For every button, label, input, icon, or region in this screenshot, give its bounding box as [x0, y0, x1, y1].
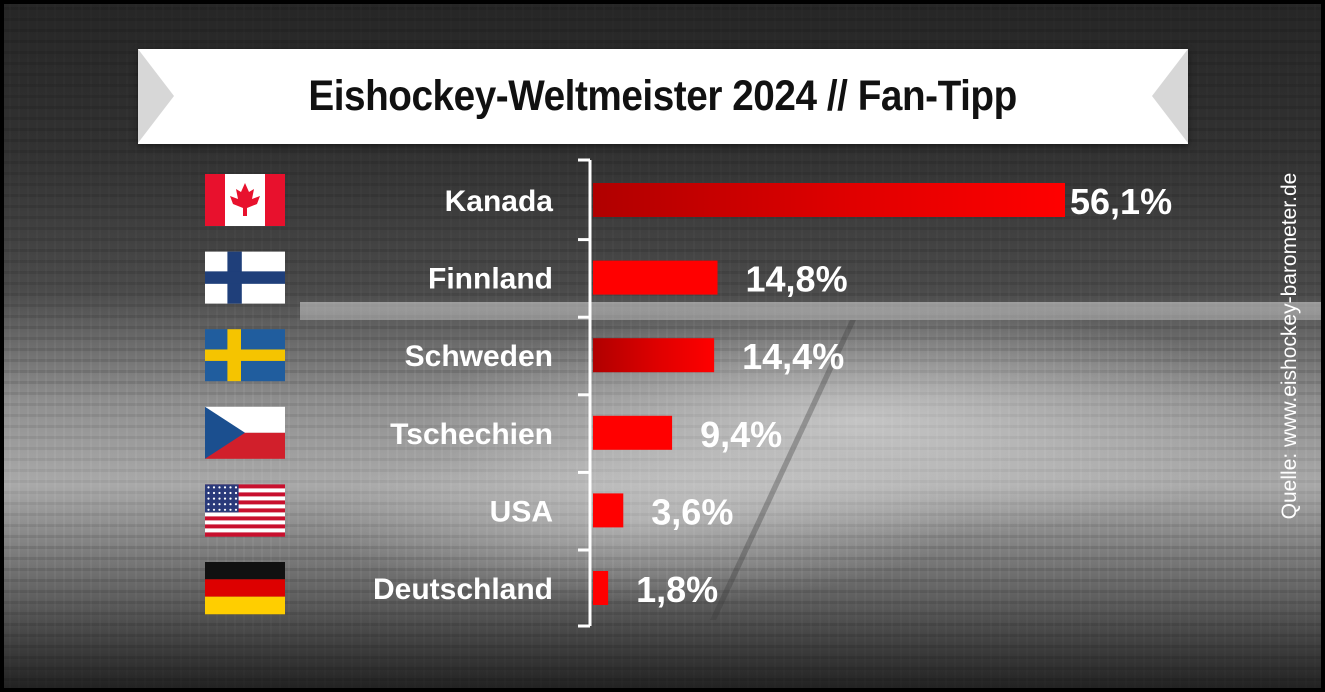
value-label: 1,8% [636, 569, 718, 610]
flags-layer [205, 174, 285, 615]
value-label: 14,8% [746, 259, 848, 300]
usa-flag-icon [205, 484, 285, 537]
bar [593, 260, 718, 295]
bar [593, 338, 715, 373]
rink-boards [300, 302, 1325, 320]
value-labels: 56,1% 14,8% 14,4% 9,4% 3,6% 1,8% [636, 181, 1172, 610]
bar [593, 415, 673, 450]
value-label: 56,1% [1070, 181, 1172, 222]
category-label: Schweden [405, 340, 553, 373]
value-label: 3,6% [651, 491, 733, 532]
germany-flag-icon [205, 562, 285, 615]
sweden-flag-icon [205, 329, 285, 382]
czechia-flag-icon [205, 406, 285, 459]
bar [593, 571, 609, 605]
category-label: Finnland [428, 263, 553, 296]
bar [593, 183, 1065, 217]
bars-layer [593, 183, 1065, 605]
category-label: Tschechien [390, 418, 553, 451]
category-label: USA [490, 495, 553, 528]
canada-flag-icon [205, 174, 285, 226]
category-labels: Kanada Finnland Schweden Tschechien USA Deuts… [373, 185, 553, 606]
finland-flag-icon [205, 251, 285, 304]
axis-bracket [578, 158, 592, 628]
source-note: Quelle: www.eishockey-barometer.de [1278, 172, 1301, 520]
category-label: Kanada [445, 185, 554, 218]
value-label: 9,4% [700, 414, 782, 455]
value-label: 14,4% [742, 336, 844, 377]
category-label: Deutschland [373, 573, 553, 606]
chart-title: Eishockey-Weltmeister 2024 // Fan-Tipp [308, 72, 1018, 120]
title-banner: Eishockey-Weltmeister 2024 // Fan-Tipp [138, 49, 1188, 144]
bar [593, 493, 624, 528]
